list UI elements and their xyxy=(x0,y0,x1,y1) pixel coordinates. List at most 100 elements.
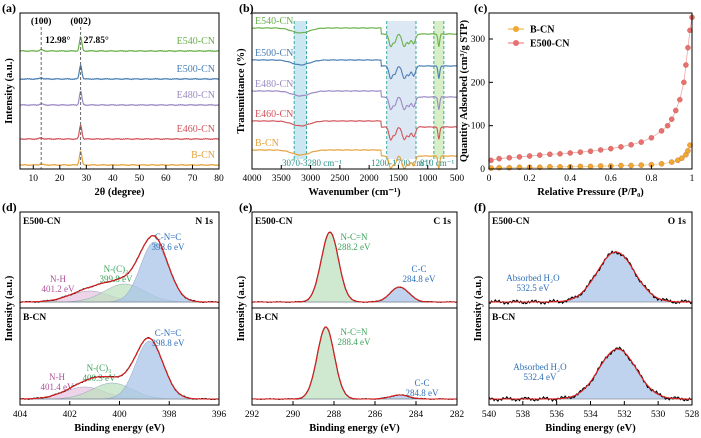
panel-b-ylabel: Transmittance (%) xyxy=(236,48,247,134)
panel-d-panel-label: (d) xyxy=(2,200,17,214)
panel-a-xtick-label: 10 xyxy=(29,174,39,184)
panel-d-xlabel: Binding energy (eV) xyxy=(74,423,165,434)
isotherm-point xyxy=(668,116,675,122)
xps-peak-energy: 401.2 eV xyxy=(42,284,75,294)
panel-e-ylabel: Intensity (a.u.) xyxy=(236,275,247,341)
panel-d-xtick-label: 404 xyxy=(13,410,28,420)
isotherm-point xyxy=(496,155,502,162)
panel-a-xtick-label: 40 xyxy=(108,174,118,184)
panel-a-xtick-label: 60 xyxy=(161,174,171,184)
panel-b-xtick-label: 3000 xyxy=(301,174,320,184)
xrd-line-B-CN xyxy=(19,150,220,167)
isotherm-point xyxy=(685,148,691,154)
panel-b-xtick-label: 2000 xyxy=(360,174,379,184)
panel-c-ytick-label: 200 xyxy=(471,78,486,88)
xrd-peak-label: 27.85° xyxy=(84,35,109,46)
panel-d-xtick-label: 396 xyxy=(212,410,227,420)
xps-peak-energy: 532.5 eV xyxy=(517,283,550,293)
xps-sample-label: B-CN xyxy=(23,313,46,323)
ftir-line-B-CN xyxy=(251,148,458,170)
panel-a-xtick-label: 30 xyxy=(82,174,92,184)
xps-peak-name: N-C=N xyxy=(340,327,368,337)
panel-f-xtick-label: 536 xyxy=(550,410,565,420)
xrd-legend-E540-CN: E540-CN xyxy=(177,36,215,47)
panel-b-xtick-label: 1500 xyxy=(389,174,408,184)
legend-marker xyxy=(513,40,519,46)
xps-peak-energy: 284.8 eV xyxy=(406,388,439,398)
xps-peak-name: N-H xyxy=(50,274,66,284)
isotherm-point xyxy=(628,162,634,169)
ftir-line-E460-CN xyxy=(252,119,458,142)
isotherm-point xyxy=(567,150,573,156)
panel-c-ylabel: Quantity Adsorbed (cm³/g STP) xyxy=(459,19,470,162)
panel-f-xtick-label: 532 xyxy=(617,410,632,420)
isotherm-point xyxy=(587,163,594,170)
panel-a-ylabel: Intensity (a.u.) xyxy=(4,58,15,124)
isotherm-point xyxy=(496,164,502,171)
panel-f-panel-label: (f) xyxy=(474,200,486,214)
isotherm-point xyxy=(687,142,693,148)
isotherm-point xyxy=(638,162,645,168)
isotherm-point xyxy=(687,27,693,34)
panel-f-ylabel: Intensity (a.u.) xyxy=(473,275,484,341)
xps-peak-energy: 532.4 eV xyxy=(524,372,557,382)
panel-e-xtick-label: 282 xyxy=(450,410,465,420)
isotherm-point xyxy=(506,154,513,161)
xps-fit-envelope xyxy=(489,348,692,400)
isotherm-point xyxy=(537,152,543,158)
panel-b-panel-label: (b) xyxy=(239,1,254,15)
legend-label-B-CN: B-CN xyxy=(530,25,555,36)
isotherm-point xyxy=(683,62,689,68)
legend-label-E500-CN: E500-CN xyxy=(530,39,570,50)
xrd-peak-label: 12.98° xyxy=(45,35,70,46)
panel-c-xlabel: Relative Pressure (P/P₀) xyxy=(537,187,644,198)
panel-e-panel-label: (e) xyxy=(239,200,252,214)
ftir-line-E540-CN xyxy=(251,26,458,48)
panel-d-xtick-label: 400 xyxy=(112,410,127,420)
panel-f-xtick-label: 530 xyxy=(651,410,666,420)
xps-peak-name: C-C xyxy=(411,264,426,274)
panel-a-frame xyxy=(19,12,220,170)
ftir-legend-E480-CN: E480-CN xyxy=(255,79,293,90)
xps-peak-energy: 400.3 eV xyxy=(83,373,116,383)
panel-e-xtick-label: 284 xyxy=(409,410,424,420)
isotherm-point xyxy=(618,162,624,169)
isotherm-point xyxy=(658,128,665,134)
isotherm-point xyxy=(618,144,624,150)
xps-component xyxy=(489,348,692,400)
xps-sample-label: E500-CN xyxy=(492,217,530,227)
ftir-band-label: 810 cm⁻¹ xyxy=(420,158,454,168)
panel-e-xtick-label: 290 xyxy=(286,410,301,420)
isotherm-point xyxy=(506,164,513,171)
ftir-band xyxy=(294,21,307,159)
panel-e-xtick-label: 292 xyxy=(245,410,260,420)
isotherm-point xyxy=(658,161,665,167)
xps-element-label: N 1s xyxy=(195,217,213,227)
xps-peak-name: N-(C)₃ xyxy=(104,264,129,274)
panel-c-xtick-label: 0.2 xyxy=(524,174,536,184)
xps-peak-name: N-H xyxy=(49,372,65,382)
panel-b-frame xyxy=(251,12,458,170)
xps-peak-name: N-(C)₃ xyxy=(87,363,112,373)
xrd-plane-label: (002) xyxy=(70,16,91,27)
ftir-band-label: 1200-1700 cm⁻¹ xyxy=(371,158,431,168)
panel-a-xtick-label: 80 xyxy=(214,174,224,184)
xrd-legend-B-CN: B-CN xyxy=(191,150,215,161)
ftir-legend-E540-CN: E540-CN xyxy=(255,16,293,27)
panel-c-ytick-label: 0 xyxy=(480,165,485,175)
xps-raw-data xyxy=(488,250,693,305)
xps-fit-envelope xyxy=(20,337,219,400)
xps-sample-label: B-CN xyxy=(255,313,278,323)
isotherm-point xyxy=(516,154,523,160)
panel-b-xtick-label: 2500 xyxy=(330,174,349,184)
ftir-band xyxy=(386,21,416,159)
xps-peak-energy: 284.8 eV xyxy=(403,274,436,284)
isotherm-point xyxy=(608,145,614,152)
isotherm-point xyxy=(577,163,584,170)
isotherm-point xyxy=(681,79,687,86)
isotherm-point xyxy=(526,153,533,159)
ftir-line-E480-CN xyxy=(251,89,458,111)
isotherm-point xyxy=(677,96,683,103)
isotherm-point xyxy=(547,151,553,158)
